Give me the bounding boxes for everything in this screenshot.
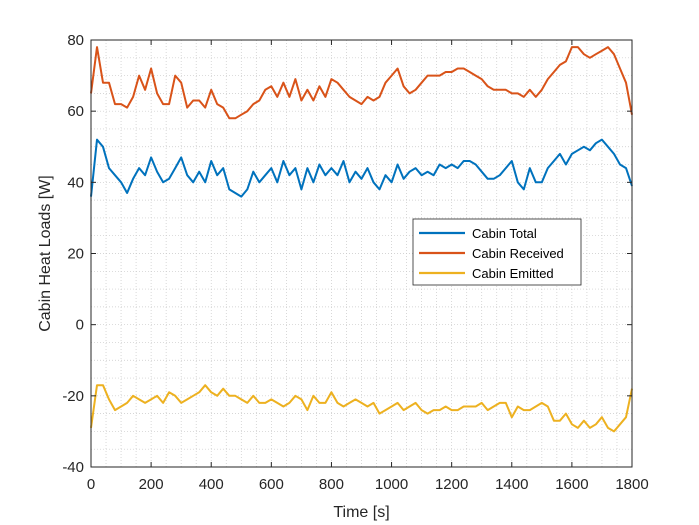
series-group bbox=[90, 46, 633, 433]
legend-label-cabin-total: Cabin Total bbox=[472, 226, 537, 241]
legend-label-cabin-received: Cabin Received bbox=[472, 246, 564, 261]
series-line-cabin-received bbox=[90, 46, 633, 120]
series-line-cabin-total bbox=[90, 138, 633, 198]
y-tick-label: 80 bbox=[67, 32, 84, 49]
y-axis-label: Cabin Heat Loads [W] bbox=[37, 175, 54, 332]
x-tick-label: 200 bbox=[139, 476, 164, 493]
x-tick-label: 0 bbox=[87, 476, 95, 493]
y-tick-label: 40 bbox=[67, 174, 84, 191]
y-tick-label: 60 bbox=[67, 103, 84, 120]
x-tick-label: 800 bbox=[319, 476, 344, 493]
y-axis: -40 -20 0 20 40 60 80 bbox=[62, 32, 632, 476]
x-tick-label: 1800 bbox=[615, 476, 648, 493]
x-tick-label: 1000 bbox=[375, 476, 408, 493]
y-tick-label: 20 bbox=[67, 246, 84, 263]
legend: Cabin Total Cabin Received Cabin Emitted bbox=[412, 218, 582, 286]
x-tick-label: 400 bbox=[199, 476, 224, 493]
y-tick-label: -40 bbox=[62, 459, 84, 476]
series-line-cabin-emitted bbox=[90, 384, 633, 433]
x-axis: 0 200 400 600 800 1000 1200 1400 1600 1800 bbox=[87, 40, 649, 493]
x-tick-label: 1600 bbox=[555, 476, 588, 493]
x-axis-label: Time [s] bbox=[333, 504, 389, 521]
y-tick-label: 0 bbox=[76, 317, 84, 334]
y-tick-label: -20 bbox=[62, 388, 84, 405]
x-tick-label: 1200 bbox=[435, 476, 468, 493]
legend-label-cabin-emitted: Cabin Emitted bbox=[472, 266, 554, 281]
x-tick-label: 600 bbox=[259, 476, 284, 493]
x-tick-label: 1400 bbox=[495, 476, 528, 493]
